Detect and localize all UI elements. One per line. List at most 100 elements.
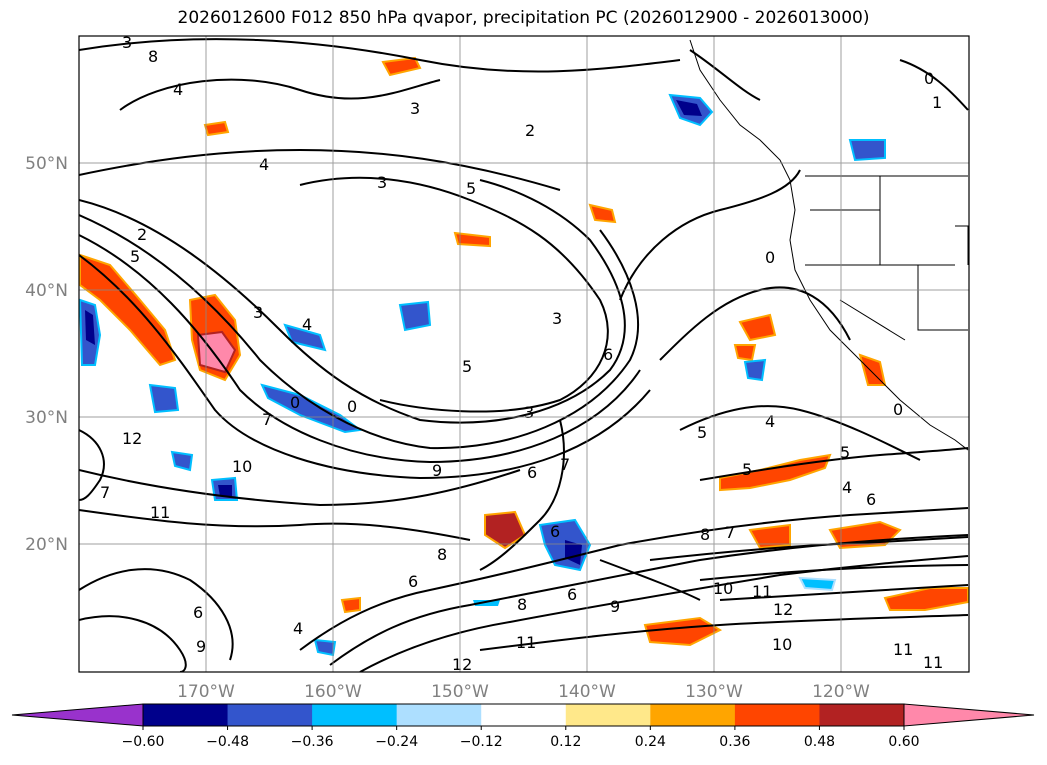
contour-label: 12 [452, 655, 472, 674]
precip-negative-area [398, 300, 432, 332]
contour-label: 4 [293, 619, 303, 638]
lat-label: 40°N [25, 281, 68, 301]
precip-negative-area [170, 450, 194, 472]
lat-label: 20°N [25, 535, 68, 555]
contour-label: 2 [525, 121, 535, 140]
contour-label: 5 [697, 423, 707, 442]
contour-line [699, 447, 969, 481]
contour-label: 1 [932, 93, 942, 112]
contour-label: 4 [173, 80, 183, 99]
contour-line [299, 507, 969, 651]
gridlines [79, 36, 969, 672]
colorbar-tick-label: 0.36 [719, 734, 750, 750]
contour-label: 9 [432, 461, 442, 480]
precip-positive-area [738, 313, 777, 342]
contour-line [79, 469, 521, 507]
lon-label: 150°W [431, 682, 489, 702]
precip-negative-area [743, 358, 767, 382]
contour-line [119, 78, 441, 111]
colorbar-segment [396, 704, 482, 726]
contour-label: 9 [196, 637, 206, 656]
map-frame [78, 35, 970, 673]
contour-label: 2 [137, 225, 147, 244]
contour-line [79, 254, 651, 480]
contour-label: 6 [550, 522, 560, 541]
precip-negative-area [798, 576, 837, 592]
colorbar-segment [565, 704, 651, 726]
map-title: 2026012600 F012 850 hPa qvapor, precipit… [177, 8, 870, 28]
contour-label: 11 [923, 653, 943, 672]
colorbar-under-extension [11, 703, 144, 727]
contour-line [79, 234, 641, 464]
contour-label: 12 [122, 429, 142, 448]
contour-label: 8 [517, 595, 527, 614]
contour-label: 10 [232, 457, 252, 476]
contour-label: 11 [150, 503, 170, 522]
colorbar-tick-label: 0.60 [888, 734, 919, 750]
colorbar-frame [142, 703, 905, 727]
colorbar: −0.60 −0.48 −0.36 −0.24 −0.12 0.12 0.24 0.36 0.4… [11, 703, 1035, 750]
contour-label: 4 [842, 478, 852, 497]
contour-line [479, 614, 969, 651]
contour-label: 8 [148, 47, 158, 66]
contour-line [79, 148, 561, 191]
contour-label: 4 [259, 155, 269, 174]
contour-label: 6 [408, 572, 418, 591]
contour-line [79, 509, 471, 541]
colorbar-segment [734, 704, 820, 726]
contour-label: 11 [893, 640, 913, 659]
precip-positive-area [79, 253, 177, 367]
precip-positive-area [588, 203, 617, 224]
colorbar-segment [650, 704, 736, 726]
contour-label: 5 [840, 443, 850, 462]
contour-label: 3 [377, 173, 387, 192]
contour-label: 4 [765, 412, 775, 431]
contour-line [679, 405, 921, 461]
contour-line [599, 559, 701, 601]
colorbar-segment [143, 704, 229, 726]
colorbar-segment [227, 704, 313, 726]
precip-negative-area [473, 600, 500, 606]
contour-label: 0 [347, 397, 357, 416]
contour-line [359, 555, 969, 672]
contour-label: 0 [924, 69, 934, 88]
precip-negative-area [218, 485, 232, 497]
contour-label: 4 [302, 315, 312, 334]
precip-positive-area [733, 344, 757, 362]
state-border [839, 299, 906, 341]
precip-shading [79, 56, 969, 657]
lon-label: 120°W [812, 682, 870, 702]
precip-positive-area [748, 523, 791, 550]
contour-label: 7 [100, 483, 110, 502]
precip-positive-area [484, 510, 527, 550]
colorbar-segment [481, 704, 567, 726]
colorbar-tick-label: −0.12 [460, 734, 503, 750]
contour-label: 0 [290, 393, 300, 412]
colorbar-over-extension [903, 703, 1035, 727]
precip-positive-area [381, 56, 422, 77]
colorbar-segments [11, 703, 1035, 727]
lon-label: 130°W [685, 682, 743, 702]
contour-label: 7 [262, 410, 272, 429]
contour-label: 11 [752, 582, 772, 601]
contour-label: 9 [610, 597, 620, 616]
contour-line [79, 214, 639, 450]
contour-label: 6 [603, 345, 613, 364]
lat-label: 50°N [25, 154, 68, 174]
precip-negative-area [148, 383, 180, 414]
contour-label: 3 [122, 33, 132, 52]
contour-line [649, 536, 969, 561]
contour-label: 10 [713, 579, 733, 598]
contour-label: 5 [130, 247, 140, 266]
contour-label: 3 [552, 309, 562, 328]
contour-label: 5 [742, 460, 752, 479]
contour-label: 3 [253, 303, 263, 322]
lon-label: 170°W [177, 682, 235, 702]
precip-negative-area [283, 323, 327, 352]
colorbar-segment [819, 704, 905, 726]
contour-label: 11 [516, 633, 536, 652]
contour-line [619, 169, 801, 301]
contour-label: 6 [527, 463, 537, 482]
contour-label: 7 [725, 523, 735, 542]
